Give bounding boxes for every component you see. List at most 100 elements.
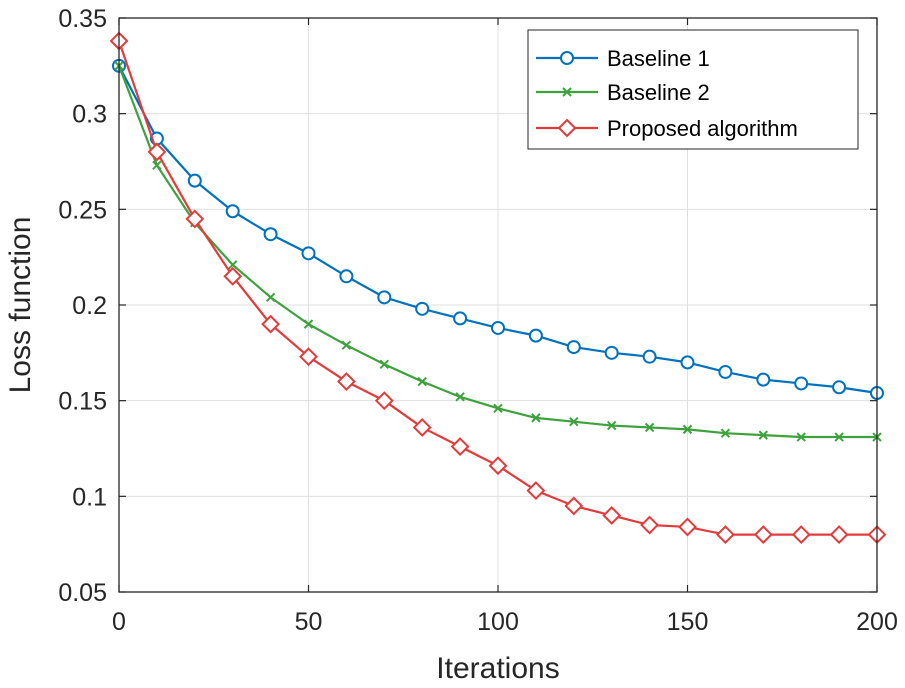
- data-point-baseline-2: [417, 376, 427, 387]
- data-point-proposed-algorithm: [412, 418, 432, 437]
- data-point-baseline-1: [642, 349, 657, 364]
- tick-labels: 0 50 100 150 200 0.05 0.1 0.15 0.2 0.25 0.3 0.35: [58, 5, 898, 636]
- data-point-baseline-2: [758, 430, 769, 440]
- data-point-proposed-algorithm: [640, 515, 660, 535]
- axes-box: [118, 17, 878, 593]
- data-point-baseline-1: [225, 204, 240, 219]
- legend-marker-proposed-algorithm: [557, 118, 577, 138]
- data-point-proposed-algorithm: [564, 496, 584, 516]
- data-point-baseline-1: [453, 311, 468, 326]
- x-tick-label: 50: [295, 608, 323, 636]
- legend-entry-baseline-2: Baseline 2: [536, 80, 710, 105]
- data-point-baseline-2-stroke: [379, 359, 390, 370]
- data-point-baseline-2-stroke: [644, 422, 655, 433]
- data-point-baseline-2: [531, 413, 541, 423]
- data-point-proposed-algorithm: [185, 209, 205, 229]
- data-point-baseline-2-stroke: [455, 392, 465, 402]
- data-point-baseline-2: [265, 292, 276, 303]
- data-point-baseline-1: [566, 340, 581, 355]
- data-point-baseline-2: [834, 432, 844, 442]
- data-point-baseline-1: [187, 173, 202, 188]
- data-point-baseline-1: [377, 290, 392, 305]
- data-point-baseline-1: [301, 246, 316, 261]
- data-point-baseline-2-stroke: [227, 260, 238, 270]
- legend-label-baseline-2: Baseline 2: [607, 80, 710, 105]
- y-tick-label: 0.15: [58, 388, 107, 416]
- data-point-baseline-2-stroke: [796, 432, 806, 442]
- data-point-proposed-algorithm: [715, 525, 735, 545]
- legend-box: [527, 29, 859, 150]
- data-point-baseline-1: [756, 372, 771, 387]
- y-tick-label: 0.35: [58, 5, 107, 33]
- data-point-baseline-2-stroke: [606, 420, 617, 431]
- data-point-baseline-2: [493, 403, 503, 414]
- data-point-baseline-2-stroke: [834, 432, 844, 442]
- data-point-baseline-1: [415, 301, 430, 316]
- legend-marker-baseline-2-stroke: [562, 87, 572, 97]
- y-tick-label: 0.25: [58, 196, 107, 224]
- data-point-baseline-2-stroke: [152, 160, 162, 171]
- data-point-proposed-algorithm: [678, 517, 697, 537]
- data-point-baseline-2-stroke: [341, 340, 352, 350]
- data-point-proposed-algorithm: [147, 142, 167, 162]
- data-point-baseline-1: [491, 320, 505, 335]
- data-point-baseline-1: [680, 355, 695, 370]
- series-baseline-1: [112, 58, 884, 401]
- data-point-proposed-algorithm: [223, 266, 243, 286]
- data-point-proposed-algorithm: [526, 481, 546, 501]
- data-point-baseline-2-stroke: [531, 413, 541, 423]
- data-point-baseline-2: [682, 424, 693, 435]
- data-point-baseline-2: [152, 160, 162, 171]
- data-point-baseline-2: [227, 260, 238, 270]
- x-tick-label: 0: [112, 608, 126, 636]
- data-point-baseline-1: [604, 345, 619, 360]
- data-point-proposed-algorithm: [450, 437, 470, 457]
- data-point-baseline-2: [606, 420, 617, 431]
- data-point-baseline-2: [379, 359, 390, 370]
- data-point-proposed-algorithm: [753, 525, 773, 545]
- data-point-baseline-2-stroke: [569, 417, 579, 427]
- legend-entry-baseline-1: Baseline 1: [536, 46, 710, 71]
- data-point-proposed-algorithm: [791, 525, 811, 545]
- y-tick-label: 0.3: [72, 101, 107, 129]
- data-point-baseline-2-stroke: [758, 430, 769, 440]
- data-point-baseline-2-stroke: [720, 428, 731, 438]
- y-tick-label: 0.05: [58, 579, 107, 607]
- data-point-proposed-algorithm: [336, 372, 356, 391]
- data-point-proposed-algorithm: [602, 506, 622, 525]
- data-point-proposed-algorithm: [488, 456, 508, 476]
- data-point-proposed-algorithm: [374, 391, 394, 411]
- data-point-baseline-2-stroke: [265, 292, 276, 303]
- data-point-baseline-2-stroke: [682, 424, 693, 435]
- data-point-baseline-2: [341, 340, 352, 350]
- data-point-baseline-1: [339, 269, 354, 284]
- data-point-baseline-2: [720, 428, 731, 438]
- data-point-baseline-2-stroke: [493, 403, 503, 414]
- data-point-proposed-algorithm: [261, 314, 281, 334]
- data-point-baseline-1: [263, 227, 278, 242]
- x-tick-label: 200: [856, 608, 898, 636]
- legend-label-proposed-algorithm: Proposed algorithm: [607, 116, 798, 141]
- data-point-baseline-2: [303, 319, 314, 329]
- legend-marker-baseline-2: [562, 87, 572, 97]
- data-point-baseline-1: [528, 328, 543, 343]
- series-layer: [109, 31, 887, 545]
- legend-entry-proposed-algorithm: Proposed algorithm: [536, 116, 798, 141]
- x-tick-label: 150: [667, 608, 709, 636]
- data-point-proposed-algorithm: [829, 525, 849, 545]
- y-axis-title: Loss function: [4, 217, 37, 394]
- data-point-baseline-2: [796, 432, 806, 442]
- data-point-baseline-1: [794, 376, 809, 391]
- data-point-baseline-2: [644, 422, 655, 433]
- x-tick-label: 100: [477, 608, 519, 636]
- series-proposed-algorithm: [109, 31, 887, 545]
- x-axis-title: Iterations: [436, 652, 559, 685]
- series-baseline-2: [114, 61, 882, 442]
- data-point-baseline-2: [569, 417, 579, 427]
- data-point-baseline-2-stroke: [303, 319, 314, 329]
- data-point-baseline-1: [832, 380, 847, 395]
- legend: Baseline 1 Baseline 2 Proposed algorithm: [527, 29, 859, 150]
- data-point-baseline-2: [455, 392, 465, 402]
- legend-marker-baseline-1: [560, 51, 574, 65]
